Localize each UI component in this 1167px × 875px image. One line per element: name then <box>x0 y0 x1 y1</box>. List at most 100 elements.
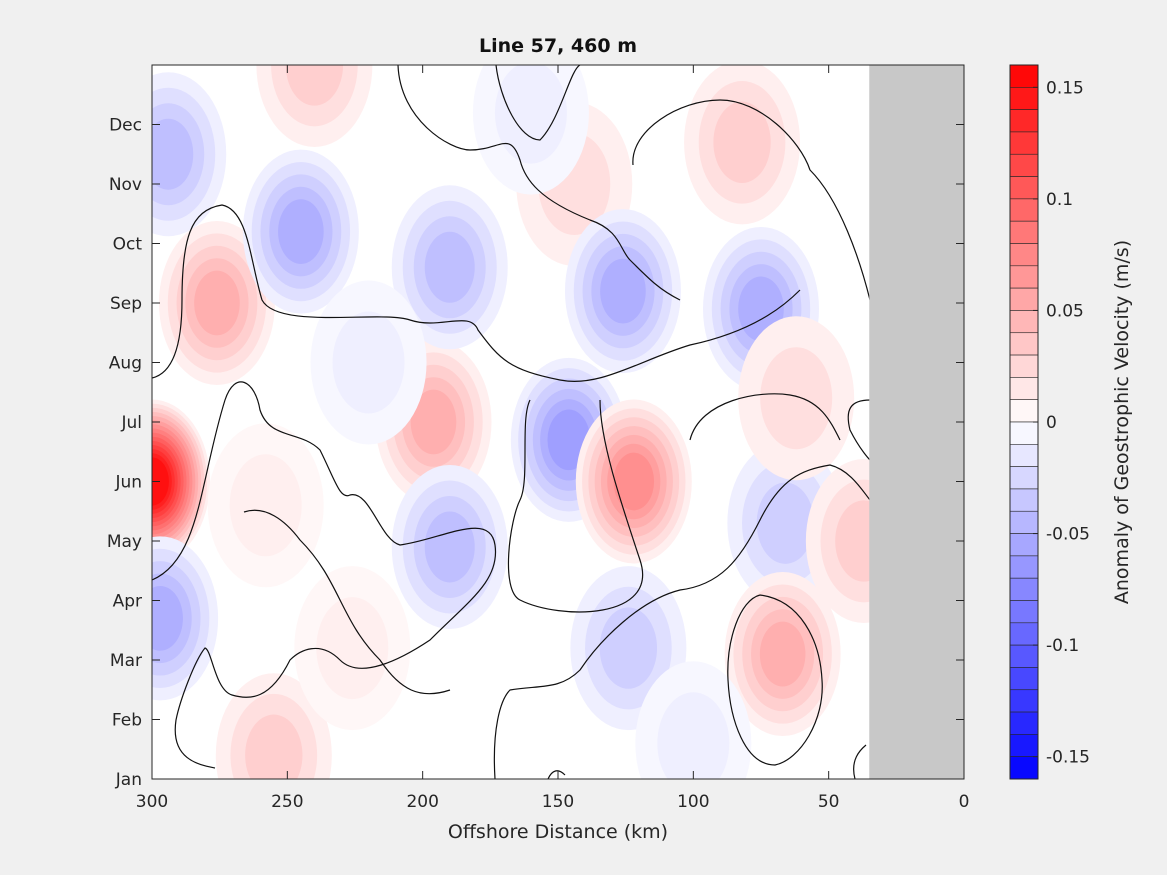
anomaly-contour-level <box>759 621 806 687</box>
colorbar-swatch <box>1009 510 1039 534</box>
y-tick-label: Apr <box>113 592 142 612</box>
zero-contour <box>495 65 581 141</box>
x-tick-label: 250 <box>271 792 303 812</box>
anomaly-feature <box>256 65 373 147</box>
anomaly-contour-level <box>756 482 815 564</box>
zero-contour-lines <box>152 65 871 779</box>
zero-contour <box>152 381 497 769</box>
colorbar-swatch <box>1009 220 1039 244</box>
colorbar-swatch <box>1009 265 1039 289</box>
anomaly-contour-level <box>613 452 655 511</box>
colorbar-swatch <box>1009 421 1039 445</box>
colorbar-swatch <box>1009 87 1039 110</box>
colorbar-tick-label: 0.05 <box>1046 301 1084 321</box>
colorbar-swatch <box>1009 153 1039 177</box>
anomaly-contour-level <box>713 101 771 184</box>
colorbar-swatch <box>1009 756 1039 780</box>
colorbar-swatch <box>1009 600 1039 624</box>
zero-contour <box>507 399 644 613</box>
anomaly-contour-level <box>194 270 240 336</box>
anomaly-feature <box>575 399 692 564</box>
zero-contour <box>493 464 871 779</box>
anomaly-feature <box>391 185 508 350</box>
y-tick-label: Mar <box>110 651 142 671</box>
colorbar-tick-label: -0.15 <box>1046 748 1090 768</box>
zero-contour <box>397 65 681 301</box>
anomaly-feature <box>391 464 508 629</box>
anomaly-contour-level <box>657 692 730 779</box>
y-tick-label: Nov <box>109 175 142 195</box>
zero-contour <box>547 770 566 779</box>
colorbar-tick-label: -0.1 <box>1046 636 1079 656</box>
x-tick-label: 50 <box>818 792 840 812</box>
anomaly-contour-level <box>332 311 405 414</box>
colorbar-swatch <box>1009 533 1039 557</box>
y-tick-label: Dec <box>109 116 142 136</box>
zero-contour <box>243 509 451 695</box>
anomaly-contour-level <box>152 118 194 190</box>
colorbar-swatch <box>1009 488 1039 512</box>
anomaly-feature <box>472 65 589 195</box>
y-tick-label: May <box>107 532 142 552</box>
zero-contour <box>847 399 871 461</box>
anomaly-feature <box>738 316 855 481</box>
colorbar-tick-label: 0.1 <box>1046 190 1073 210</box>
zero-contour <box>689 393 841 441</box>
anomaly-feature <box>310 280 427 445</box>
colorbar-swatch <box>1009 399 1039 423</box>
y-axis: Jan Feb Mar Apr May Jun Jul Aug Sep Oct Nov Dec <box>107 116 964 790</box>
anomaly-contour-level <box>278 199 324 264</box>
x-axis-label: Offshore Distance (km) <box>448 821 668 843</box>
anomaly-feature <box>242 149 359 314</box>
anomaly-contour-level <box>760 347 833 450</box>
colorbar-tick-label: 0.15 <box>1046 78 1084 98</box>
anomaly-contour-level <box>316 597 389 700</box>
anomaly-contour-level <box>599 607 658 689</box>
colorbar-swatch <box>1009 444 1039 467</box>
anomaly-feature <box>215 673 332 779</box>
anomaly-contour-level <box>245 714 303 779</box>
anomaly-field <box>152 65 922 779</box>
anomaly-feature <box>152 536 219 701</box>
anomaly-feature <box>207 423 324 588</box>
anomaly-feature <box>570 566 687 731</box>
y-tick-label: Feb <box>112 711 142 731</box>
colorbar-swatch <box>1009 466 1039 490</box>
colorbar-swatch <box>1009 310 1039 334</box>
anomaly-contour-level <box>424 511 475 583</box>
colorbar-swatch <box>1009 131 1039 155</box>
colorbar-swatch <box>1009 109 1039 133</box>
colorbar-swatch <box>1009 734 1039 757</box>
colorbar-swatch <box>1009 287 1039 311</box>
anomaly-feature <box>158 221 275 385</box>
y-tick-label: Aug <box>109 354 142 374</box>
colorbar-swatch <box>1009 555 1039 579</box>
anomaly-contour-level <box>152 585 183 651</box>
colorbar-tick-label: -0.05 <box>1046 525 1090 545</box>
colorbar-swatch <box>1009 64 1039 88</box>
y-tick-label: Jul <box>120 413 142 433</box>
colorbar-swatch <box>1009 667 1039 691</box>
x-axis: 300 250 200 150 100 50 0 <box>136 65 969 812</box>
anomaly-contour-level <box>229 454 302 557</box>
anomaly-contour-level <box>152 457 169 506</box>
colorbar-swatch <box>1009 711 1039 735</box>
zero-contour <box>727 594 823 766</box>
y-tick-label: Jun <box>114 473 142 493</box>
colorbar-swatch <box>1009 243 1039 267</box>
colorbar-swatch <box>1009 198 1039 222</box>
y-tick-label: Jan <box>115 770 142 790</box>
colorbar: 0.15 0.1 0.05 0 -0.05 -0.1 -0.15 Anomaly of Ge… <box>1009 64 1133 780</box>
land-mask <box>869 65 964 779</box>
anomaly-feature <box>724 572 841 737</box>
zero-contour <box>853 744 867 779</box>
colorbar-swatch <box>1009 644 1039 668</box>
zero-contour <box>152 204 801 382</box>
colorbar-ticks: 0.15 0.1 0.05 0 -0.05 -0.1 -0.15 <box>1033 78 1090 768</box>
colorbar-swatch <box>1009 354 1039 378</box>
chart-title: Line 57, 460 m <box>479 35 637 57</box>
anomaly-feature <box>152 72 227 237</box>
anomaly-feature <box>635 661 752 779</box>
colorbar-swatch <box>1009 176 1039 200</box>
